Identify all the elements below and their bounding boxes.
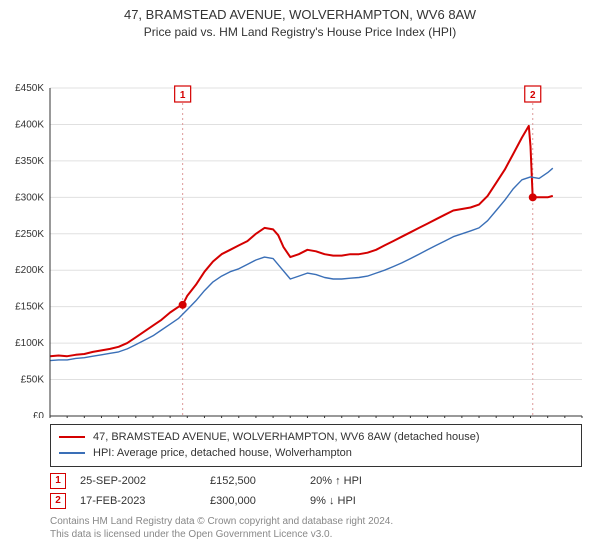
sale-marker-icon: 1 [50, 473, 66, 489]
sale-date: 17-FEB-2023 [80, 495, 210, 507]
svg-text:£350K: £350K [15, 156, 44, 167]
legend-swatch [59, 452, 85, 454]
legend-swatch [59, 436, 85, 438]
sale-diff: 9% ↓ HPI [310, 495, 356, 507]
svg-text:1: 1 [180, 90, 186, 101]
svg-text:£450K: £450K [15, 83, 44, 94]
svg-text:£400K: £400K [15, 119, 44, 130]
attribution: Contains HM Land Registry data © Crown c… [50, 515, 582, 542]
legend-label: 47, BRAMSTEAD AVENUE, WOLVERHAMPTON, WV6… [93, 429, 480, 446]
sale-marker-icon: 2 [50, 493, 66, 509]
sale-price: £152,500 [210, 475, 310, 487]
svg-text:£300K: £300K [15, 192, 44, 203]
chart-subtitle: Price paid vs. HM Land Registry's House … [0, 24, 600, 40]
legend-item: 47, BRAMSTEAD AVENUE, WOLVERHAMPTON, WV6… [59, 429, 573, 446]
svg-text:£200K: £200K [15, 265, 44, 276]
chart-title: 47, BRAMSTEAD AVENUE, WOLVERHAMPTON, WV6… [0, 6, 600, 24]
sale-diff: 20% ↑ HPI [310, 475, 362, 487]
legend-item: HPI: Average price, detached house, Wolv… [59, 445, 573, 462]
sale-row: 2 17-FEB-2023 £300,000 9% ↓ HPI [50, 493, 582, 509]
svg-text:£0: £0 [33, 411, 45, 418]
legend-label: HPI: Average price, detached house, Wolv… [93, 445, 352, 462]
chart-titles: 47, BRAMSTEAD AVENUE, WOLVERHAMPTON, WV6… [0, 0, 600, 40]
svg-text:£50K: £50K [21, 374, 45, 385]
svg-text:2: 2 [530, 90, 536, 101]
attribution-line: This data is licensed under the Open Gov… [50, 528, 582, 542]
attribution-line: Contains HM Land Registry data © Crown c… [50, 515, 582, 529]
sale-date: 25-SEP-2002 [80, 475, 210, 487]
price-chart: £0 £50K £100K £150K £200K £250K £300K £350K £400… [0, 40, 600, 418]
legend: 47, BRAMSTEAD AVENUE, WOLVERHAMPTON, WV6… [50, 424, 582, 467]
sales-table: 1 25-SEP-2002 £152,500 20% ↑ HPI 2 17-FE… [50, 473, 582, 509]
sale-row: 1 25-SEP-2002 £152,500 20% ↑ HPI [50, 473, 582, 489]
svg-text:£100K: £100K [15, 338, 44, 349]
svg-text:£250K: £250K [15, 229, 44, 240]
sale-price: £300,000 [210, 495, 310, 507]
svg-text:£150K: £150K [15, 301, 44, 312]
